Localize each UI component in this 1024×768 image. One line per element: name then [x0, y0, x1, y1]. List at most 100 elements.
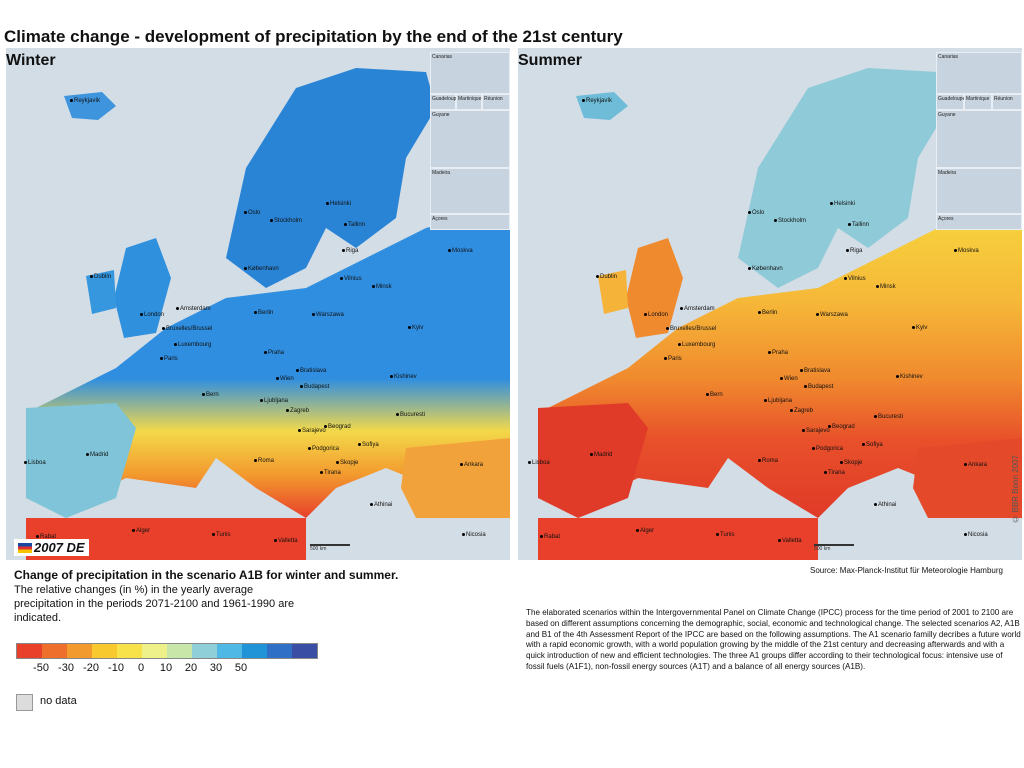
tick-label: -50 — [33, 662, 49, 674]
city-label: Bern — [202, 392, 219, 398]
city-label: Warszawa — [312, 312, 344, 318]
city-label: Minsk — [372, 284, 392, 290]
color-swatch — [167, 644, 192, 658]
color-scale — [16, 643, 318, 659]
city-label: Ankara — [460, 462, 483, 468]
color-scale-ticks: -50 -30 -20 -10 0 10 20 30 50 — [16, 662, 316, 676]
city-label: Bucuresti — [396, 412, 425, 418]
scale-bar: 500 km — [310, 544, 350, 552]
city-label: Sarajevo — [298, 428, 326, 434]
city-label: Tallinn — [344, 222, 365, 228]
inset-madeira: Madeira — [936, 168, 1022, 214]
city-label: Rabat — [540, 534, 560, 540]
tick-label: -20 — [83, 662, 99, 674]
tick-label: 10 — [159, 662, 173, 674]
color-swatch — [117, 644, 142, 658]
city-label: Oslo — [244, 210, 260, 216]
inset-guadeloupe: Guadeloupe — [936, 94, 965, 110]
winter-map: Winter Canarias Guadeloupe Martinique Ré… — [6, 48, 510, 560]
city-label: Tirana — [320, 470, 341, 476]
city-label: Nicosia — [462, 532, 486, 538]
city-label: Skopje — [336, 460, 358, 466]
tick-label: -10 — [108, 662, 124, 674]
city-label: Warszawa — [816, 312, 848, 318]
city-label: Berlin — [254, 310, 273, 316]
no-data-swatch — [16, 694, 33, 711]
city-label: London — [644, 312, 668, 318]
city-label: Ankara — [964, 462, 987, 468]
inset-guyane: Guyane — [430, 110, 510, 168]
city-label: Helsinki — [830, 201, 855, 207]
city-label: Reykjavík — [582, 98, 612, 104]
city-label: Sofiya — [862, 442, 883, 448]
city-label: Minsk — [876, 284, 896, 290]
city-label: Luxembourg — [678, 342, 715, 348]
city-label: Helsinki — [326, 201, 351, 207]
inset-reunion: Réunion — [482, 94, 510, 110]
inset-madeira: Madeira — [430, 168, 510, 214]
city-label: Beograd — [324, 424, 351, 430]
color-swatch — [17, 644, 42, 658]
inset-guadeloupe: Guadeloupe — [430, 94, 459, 110]
scale-bar: 500 km — [814, 544, 854, 552]
city-label: Sofiya — [358, 442, 379, 448]
summer-map-graphic — [538, 68, 1022, 560]
city-label: Bucuresti — [874, 414, 903, 420]
color-swatch — [192, 644, 217, 658]
city-label: London — [140, 312, 164, 318]
city-label: Bratislava — [800, 368, 830, 374]
inset-martinique: Martinique — [456, 94, 482, 110]
city-label: Amsterdam — [680, 306, 715, 312]
city-label: Alger — [132, 528, 150, 534]
city-label: Reykjavík — [70, 98, 100, 104]
city-label: Tirana — [824, 470, 845, 476]
color-swatch — [292, 644, 317, 658]
city-label: Kishinev — [896, 374, 923, 380]
city-label: Tunis — [716, 532, 734, 538]
city-label: Lisboa — [24, 460, 46, 466]
color-swatch — [42, 644, 67, 658]
city-label: Vilnius — [340, 276, 362, 282]
city-label: Bratislava — [296, 368, 326, 374]
city-label: København — [244, 266, 279, 272]
city-label: Praha — [768, 350, 788, 356]
inset-canarias: Canarias — [430, 52, 510, 94]
city-label: Rabat — [36, 534, 56, 540]
city-label: Vilnius — [844, 276, 866, 282]
tick-label: 50 — [234, 662, 248, 674]
city-label: Bruxelles/Brussel — [162, 326, 212, 332]
city-label: Praha — [264, 350, 284, 356]
copyright-note: © BBR Bonn 2007 — [1011, 455, 1020, 524]
city-label: Riga — [342, 248, 358, 254]
city-label: Oslo — [748, 210, 764, 216]
tick-label: 30 — [209, 662, 223, 674]
inset-reunion: Réunion — [992, 94, 1022, 110]
city-label: Podgorica — [308, 446, 339, 452]
city-label: Ljubljana — [764, 398, 792, 404]
city-label: Paris — [160, 356, 178, 362]
city-label: Stockholm — [774, 218, 806, 224]
city-label: Roma — [758, 458, 778, 464]
inset-canarias: Canarias — [936, 52, 1022, 94]
city-label: Kyiv — [408, 325, 423, 331]
city-label: Ljubljana — [260, 398, 288, 404]
city-label: Dublin — [596, 274, 617, 280]
color-swatch — [242, 644, 267, 658]
city-label: Tallinn — [848, 222, 869, 228]
city-label: Zagreb — [790, 408, 813, 414]
city-label: Riga — [846, 248, 862, 254]
city-label: Beograd — [828, 424, 855, 430]
city-label: Budapest — [300, 384, 329, 390]
ipcc-scenario-text: The elaborated scenarios within the Inte… — [526, 608, 1021, 671]
city-label: Dublin — [90, 274, 111, 280]
color-swatch — [217, 644, 242, 658]
city-label: Madrid — [86, 452, 108, 458]
city-label: Lisboa — [528, 460, 550, 466]
city-label: Kyiv — [912, 325, 927, 331]
city-label: Bruxelles/Brussel — [666, 326, 716, 332]
city-label: Alger — [636, 528, 654, 534]
city-label: Paris — [664, 356, 682, 362]
city-label: Skopje — [840, 460, 862, 466]
eu-flag-icon — [18, 542, 32, 553]
color-swatch — [142, 644, 167, 658]
